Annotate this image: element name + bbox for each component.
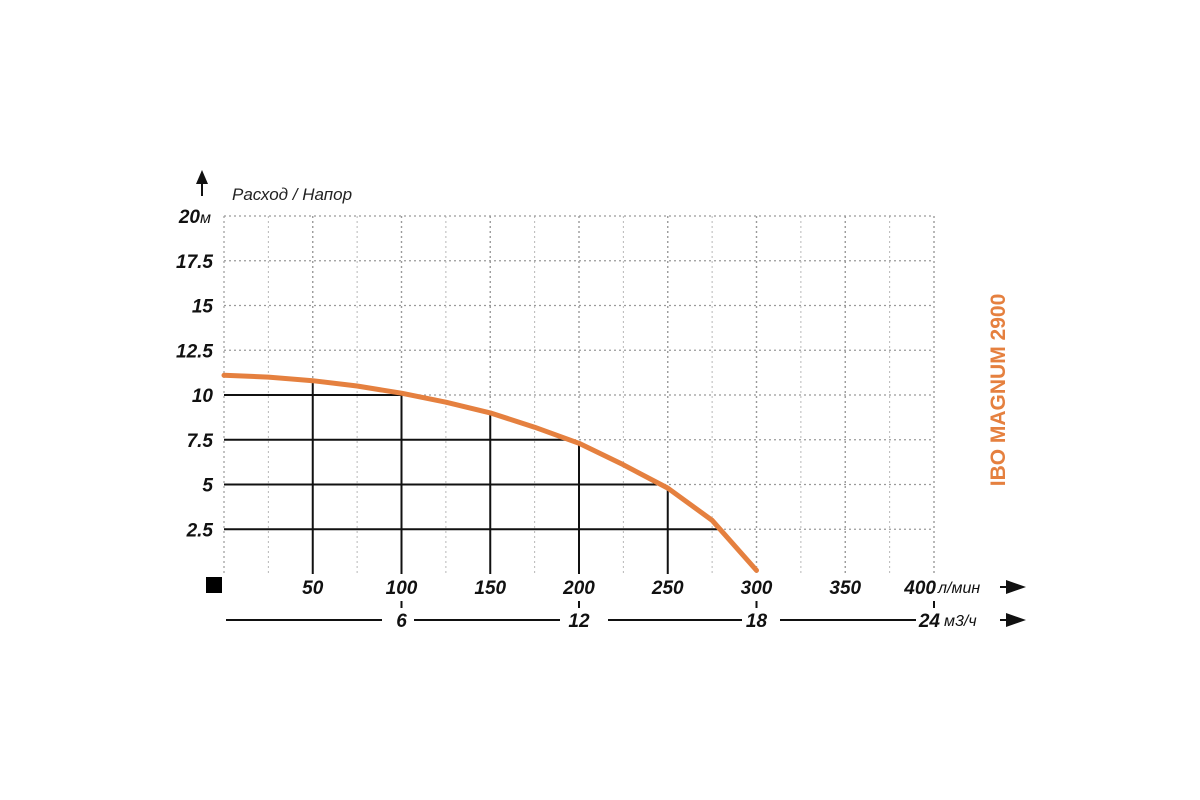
x-tick-label: 200 <box>562 578 595 599</box>
x2-tick-label: 18 <box>746 611 768 632</box>
y-tick-label: 10 <box>192 386 214 407</box>
y-axis-arrowhead <box>196 170 208 184</box>
axis-title: Расход / Напор <box>232 185 352 204</box>
y-tick-label: 5 <box>202 476 213 497</box>
y-unit-label: м <box>200 210 211 227</box>
y-tick-label: 17.5 <box>176 252 213 273</box>
axes <box>196 170 1026 627</box>
y-tick-label: 15 <box>192 297 214 318</box>
y-tick-label: 7.5 <box>187 431 214 452</box>
model-label: IBO MAGNUM 2900 <box>987 294 1010 487</box>
y-tick-label: 2.5 <box>186 520 214 541</box>
x-tick-label: 400 <box>903 578 936 599</box>
x-tick-label: 100 <box>386 578 418 599</box>
x2-tick-label: 12 <box>568 611 590 632</box>
grid-solid <box>224 380 721 574</box>
x2-unit-label: м3/ч <box>944 613 977 630</box>
x2-tick-label: 24 <box>918 611 941 632</box>
x-tick-label: 250 <box>651 578 684 599</box>
secondary-axis-arrowhead <box>1006 613 1026 627</box>
x-axis-arrowhead <box>1006 580 1026 594</box>
labels: 20 17.5 15 12.5 10 7.5 5 2.5 м 50 100 150 200 250 300 3… <box>176 185 1010 632</box>
x2-tick-label: 6 <box>396 611 407 632</box>
x-tick-label: 300 <box>741 578 773 599</box>
x-tick-label: 150 <box>474 578 506 599</box>
y-tick-label: 12.5 <box>176 341 213 362</box>
x-tick-label: 350 <box>829 578 861 599</box>
performance-curve <box>221 372 759 573</box>
x-tick-label: 50 <box>302 578 324 599</box>
series <box>221 372 759 573</box>
y-tick-label: 20 <box>178 207 201 228</box>
origin-marker <box>206 577 222 593</box>
x-unit-label: л/мин <box>937 580 980 597</box>
